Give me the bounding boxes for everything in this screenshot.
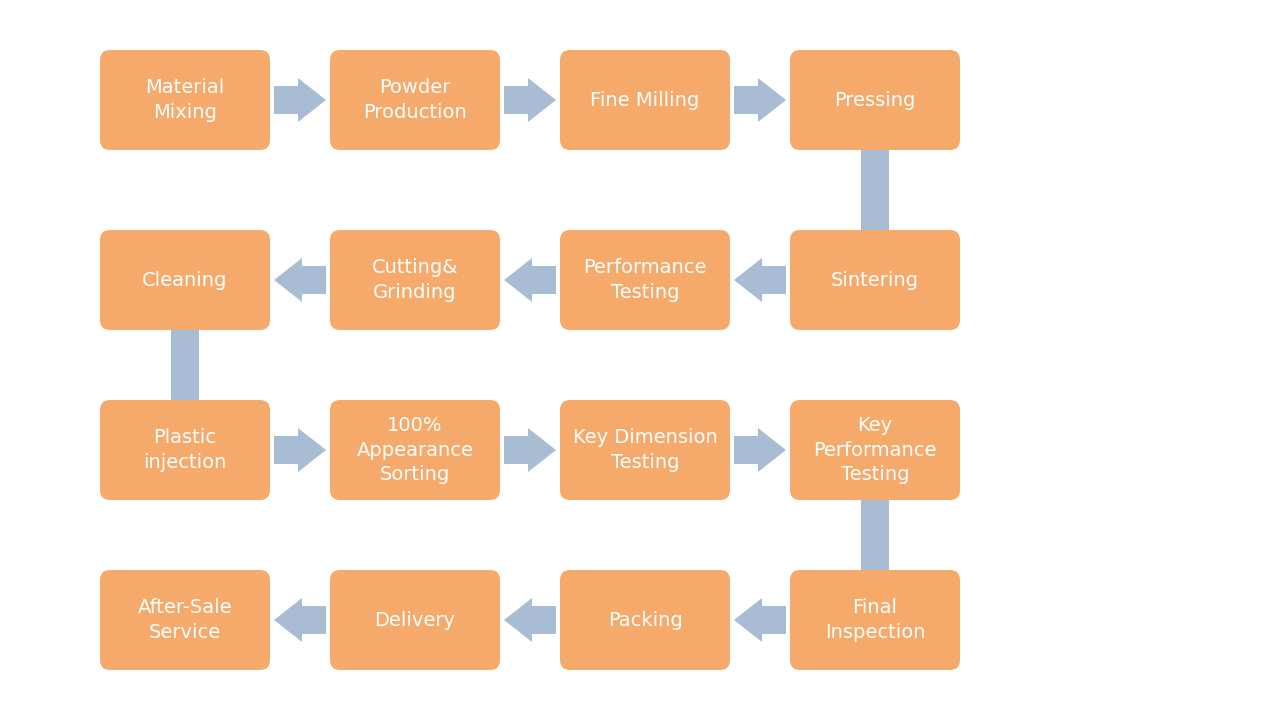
FancyBboxPatch shape: [790, 50, 960, 150]
Text: After-Sale
Service: After-Sale Service: [138, 598, 232, 642]
FancyBboxPatch shape: [100, 570, 270, 670]
Text: Key
Performance
Testing: Key Performance Testing: [813, 416, 937, 484]
Polygon shape: [733, 428, 786, 472]
Text: Cutting&
Grinding: Cutting& Grinding: [371, 258, 458, 302]
FancyBboxPatch shape: [790, 570, 960, 670]
Text: Performance
Testing: Performance Testing: [584, 258, 707, 302]
Text: Sintering: Sintering: [831, 271, 919, 289]
FancyBboxPatch shape: [330, 400, 500, 500]
Text: Delivery: Delivery: [375, 611, 456, 629]
Text: Material
Mixing: Material Mixing: [146, 78, 224, 122]
FancyBboxPatch shape: [561, 570, 730, 670]
Text: Packing: Packing: [608, 611, 682, 629]
Text: 100%
Appearance
Sorting: 100% Appearance Sorting: [357, 416, 474, 484]
FancyBboxPatch shape: [330, 230, 500, 330]
Polygon shape: [504, 428, 556, 472]
Text: Powder
Production: Powder Production: [364, 78, 467, 122]
Polygon shape: [274, 598, 326, 642]
Polygon shape: [852, 146, 897, 262]
FancyBboxPatch shape: [790, 230, 960, 330]
Polygon shape: [504, 598, 556, 642]
Polygon shape: [733, 78, 786, 122]
FancyBboxPatch shape: [561, 230, 730, 330]
Polygon shape: [163, 326, 207, 432]
Text: Fine Milling: Fine Milling: [590, 91, 700, 109]
FancyBboxPatch shape: [561, 50, 730, 150]
Polygon shape: [733, 258, 786, 302]
Text: Pressing: Pressing: [835, 91, 915, 109]
FancyBboxPatch shape: [100, 50, 270, 150]
Text: Plastic
injection: Plastic injection: [143, 428, 227, 472]
FancyBboxPatch shape: [561, 400, 730, 500]
Polygon shape: [274, 428, 326, 472]
FancyBboxPatch shape: [100, 400, 270, 500]
FancyBboxPatch shape: [330, 570, 500, 670]
Polygon shape: [733, 598, 786, 642]
Text: Key Dimension
Testing: Key Dimension Testing: [572, 428, 717, 472]
FancyBboxPatch shape: [100, 230, 270, 330]
FancyBboxPatch shape: [330, 50, 500, 150]
Polygon shape: [274, 258, 326, 302]
Polygon shape: [852, 496, 897, 602]
Polygon shape: [504, 258, 556, 302]
Polygon shape: [504, 78, 556, 122]
Polygon shape: [274, 78, 326, 122]
Text: Final
Inspection: Final Inspection: [824, 598, 925, 642]
Text: Cleaning: Cleaning: [142, 271, 228, 289]
FancyBboxPatch shape: [790, 400, 960, 500]
